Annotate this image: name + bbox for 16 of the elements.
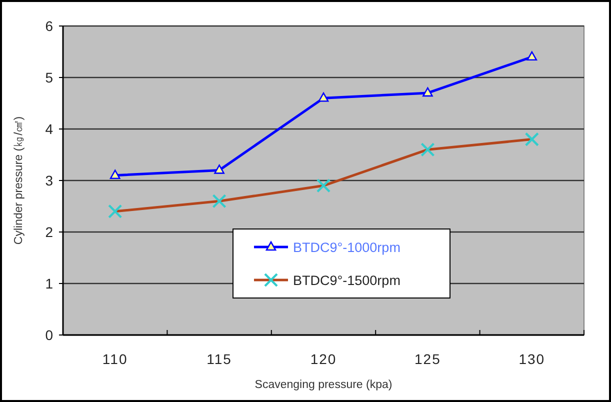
legend-label: BTDC9°-1500rpm xyxy=(293,273,400,288)
y-tick-label: 4 xyxy=(45,121,54,137)
x-tick-label: 125 xyxy=(414,351,441,367)
y-tick-label: 6 xyxy=(45,18,54,34)
x-tick-label: 130 xyxy=(518,351,546,367)
legend-label: BTDC9°-1000rpm xyxy=(293,240,400,255)
y-tick-label: 2 xyxy=(45,224,54,240)
y-axis-title: Cylinder pressure (㎏/㎠) xyxy=(13,116,25,245)
y-tick-label: 1 xyxy=(45,276,54,292)
x-tick-label: 115 xyxy=(206,351,232,367)
x-axis-title: Scavenging pressure (kpa) xyxy=(254,379,392,391)
x-tick-label: 110 xyxy=(102,351,128,367)
y-tick-label: 5 xyxy=(45,70,54,86)
y-tick-label: 0 xyxy=(45,327,54,343)
x-tick-label: 120 xyxy=(310,351,337,367)
y-tick-label: 3 xyxy=(45,172,54,188)
